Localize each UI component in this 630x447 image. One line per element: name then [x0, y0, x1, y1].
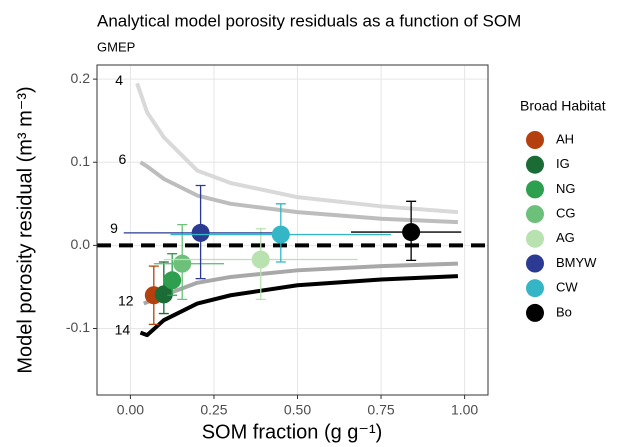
legend-swatch: [526, 254, 544, 273]
curve-label: 9: [110, 220, 118, 236]
data-point: [251, 250, 270, 269]
legend-label: CW: [556, 280, 578, 295]
x-tick-label: 0.50: [284, 402, 311, 418]
curve-label: 4: [115, 72, 123, 88]
legend-title: Broad Habitat: [520, 98, 606, 114]
legend-label: IG: [556, 156, 570, 171]
legend-label: Bo: [556, 304, 572, 319]
y-tick-label: 0.1: [71, 153, 91, 169]
legend-swatch: [526, 279, 544, 298]
legend-swatch: [526, 155, 544, 174]
cn-curve: [135, 82, 459, 215]
chart-title: Analytical model porosity residuals as a…: [97, 11, 521, 30]
data-point: [163, 271, 182, 290]
legend-label: CG: [556, 206, 576, 221]
legend-swatch: [526, 229, 544, 248]
legend-label: BMYW: [556, 255, 597, 270]
data-point: [271, 225, 290, 244]
curve-label: 12: [118, 292, 134, 308]
cn-curve: [139, 274, 459, 338]
y-tick-label: 0.0: [71, 236, 91, 252]
x-tick-label: 1.00: [451, 402, 478, 418]
curve-label: 6: [119, 151, 127, 167]
legend-label: NG: [556, 181, 576, 196]
y-axis-title: Model porosity residual (m³ m⁻³): [14, 86, 36, 373]
data-point: [154, 285, 173, 304]
y-tick-label: 0.2: [71, 70, 91, 86]
data-point: [173, 254, 192, 273]
legend-swatch: [526, 205, 544, 224]
x-tick-label: 0.25: [200, 402, 227, 418]
x-tick-label: 0.00: [117, 402, 144, 418]
panel-border: [96, 64, 489, 396]
legend-label: AG: [556, 230, 575, 245]
x-tick-label: 0.75: [367, 402, 394, 418]
y-tick-label: -0.1: [66, 319, 90, 335]
data-point: [402, 223, 421, 242]
plot-panel: [97, 65, 488, 395]
x-axis-title: SOM fraction (g g⁻¹): [202, 421, 383, 443]
data-point: [191, 223, 210, 242]
cn-curve: [139, 160, 459, 225]
legend-swatch: [526, 303, 544, 322]
chart-subtitle: GMEP: [97, 39, 135, 54]
legend-swatch: [526, 131, 544, 149]
legend-swatch: [526, 180, 544, 199]
curve-label: 14: [115, 321, 131, 337]
legend-label: AH: [556, 131, 574, 146]
